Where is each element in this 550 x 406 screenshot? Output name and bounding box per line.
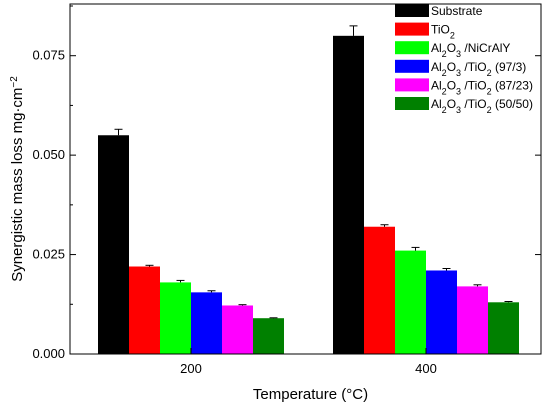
bar-2-400 [364, 226, 395, 354]
legend-label-5: Al2O3 /TiO2 (87/23) [431, 78, 533, 96]
bar-3-400 [395, 250, 426, 354]
y-tick-label: 0.050 [32, 147, 65, 162]
x-axis-title: Temperature (°C) [253, 386, 368, 403]
plot-frame [69, 3, 542, 355]
y-axis: 0.000 0.025 0.050 0.075 [32, 5, 541, 361]
legend-swatch-3 [395, 41, 429, 55]
legend-label-1: Substrate [431, 4, 483, 18]
legend-swatch-5 [395, 78, 429, 92]
bar-2-200 [129, 266, 160, 354]
legend-swatch-2 [395, 22, 429, 36]
y-tick-label: 0.025 [32, 247, 65, 262]
y-tick-label: 0.000 [32, 346, 65, 361]
legend-swatch-4 [395, 59, 429, 73]
x-tick-label: 400 [415, 361, 437, 376]
legend-swatch-6 [395, 97, 429, 110]
x-tick-label: 200 [180, 361, 202, 376]
bar-5-200 [222, 305, 253, 354]
bar-4-400 [426, 270, 457, 354]
legend-label-4: Al2O3 /TiO2 (97/3) [431, 60, 526, 78]
bar-6-200 [253, 318, 284, 354]
bar-4-200 [191, 292, 222, 354]
bar-3-200 [160, 282, 191, 354]
bar-1-400 [333, 35, 364, 355]
y-tick-label: 0.075 [32, 48, 65, 63]
y-axis-title: Synergistic mass loss mg·cm−2 [9, 76, 27, 282]
legend-label-3: Al2O3 /NiCrAlY [431, 41, 510, 59]
bar-1-200 [98, 135, 129, 354]
bar-5-400 [457, 286, 488, 354]
bar-layer [98, 25, 519, 355]
bar-6-400 [488, 302, 519, 354]
x-axis: 200 400 [180, 348, 437, 376]
legend-label-6: Al2O3 /TiO2 (50/50) [431, 97, 533, 115]
legend-swatch-1 [395, 4, 429, 17]
legend-label-2: TiO2 [431, 23, 455, 41]
